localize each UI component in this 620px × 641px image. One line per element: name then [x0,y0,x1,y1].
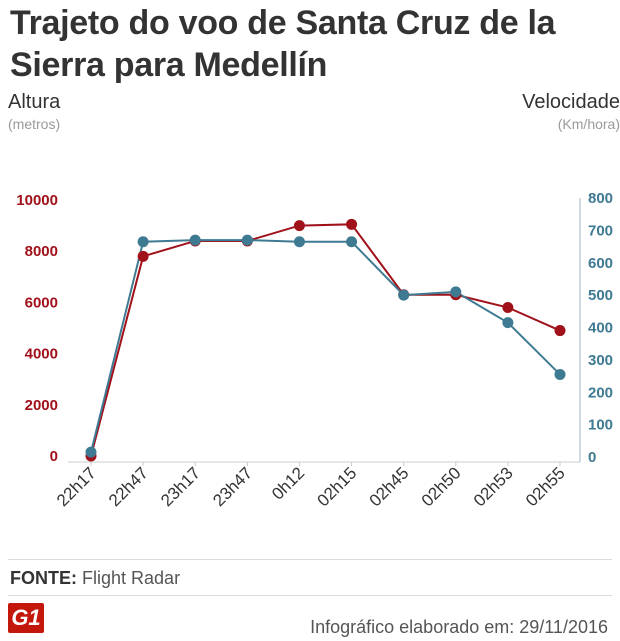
x-tick-label: 02h15 [314,463,361,510]
credit-note: Infográfico elaborado em: 29/11/2016 [310,617,608,637]
x-axis [68,461,580,466]
speed-line [90,239,561,453]
altitude-point [554,325,566,337]
right-tick-label: 700 [588,222,613,239]
speed-point [189,234,201,246]
speed-point [241,234,253,246]
right-axis-ticks: 0 100 200 300 400 500 600 700 800 [579,190,613,466]
right-tick-label: 400 [588,320,613,337]
speed-point [85,446,97,458]
g1-logo: G1 [8,603,44,633]
left-tick-label: 6000 [25,294,58,311]
x-axis-labels: 22h17 22h47 23h17 23h47 0h12 02h15 02h45 02h50 0… [53,463,569,510]
left-axis-title: Altura [8,91,61,113]
series-points [85,218,566,462]
left-tick-label: 4000 [25,346,58,363]
speed-point [502,317,514,329]
left-tick-label: 2000 [25,397,58,414]
speed-point [137,236,149,248]
right-tick-label: 500 [588,287,613,304]
source-note: FONTE: Flight Radar [10,568,180,589]
speed-point [293,236,305,248]
footer-divider-top [8,559,612,560]
altitude-point [502,302,514,314]
x-tick-label: 22h47 [105,463,152,510]
right-tick-label: 600 [588,255,613,272]
x-tick-label: 02h55 [522,463,569,510]
speed-point [346,236,358,248]
chart-title: Trajeto do voo de Santa Cruz de la Sierr… [10,4,556,84]
series-lines [90,223,561,457]
source-label: FONTE: [10,568,77,588]
left-axis-ticks: 0 2000 4000 6000 8000 10000 [16,192,58,465]
x-tick-label: 23h17 [157,463,204,510]
x-tick-label: 02h53 [470,463,517,510]
speed-point [450,286,462,298]
right-tick-label: 300 [588,352,613,369]
x-tick-label: 02h50 [418,463,465,510]
left-tick-label: 8000 [25,243,58,260]
footer-divider-bottom [8,595,612,596]
x-tick-label: 22h17 [53,463,100,510]
right-axis-unit: (Km/hora) [557,116,620,132]
altitude-point [293,220,305,232]
left-axis-unit: (metros) [8,116,61,132]
x-tick-label: 02h45 [366,463,413,510]
speed-point [398,289,410,301]
line-chart: 0 2000 4000 6000 8000 10000 0 100 200 300 400 500 6… [16,190,613,510]
right-axis-title: Velocidade [522,91,620,113]
right-tick-label: 200 [588,384,613,401]
altitude-point [137,250,149,262]
altitude-point [346,218,358,230]
x-tick-label: 23h47 [209,463,256,510]
speed-point [554,368,566,380]
altitude-line [90,223,561,457]
x-tick-label: 0h12 [268,463,308,503]
source-value: Flight Radar [82,568,181,588]
right-tick-label: 100 [588,417,613,434]
right-tick-label: 800 [588,190,613,207]
left-tick-label: 0 [50,448,58,465]
right-tick-label: 0 [588,449,596,466]
left-tick-label: 10000 [16,192,58,209]
